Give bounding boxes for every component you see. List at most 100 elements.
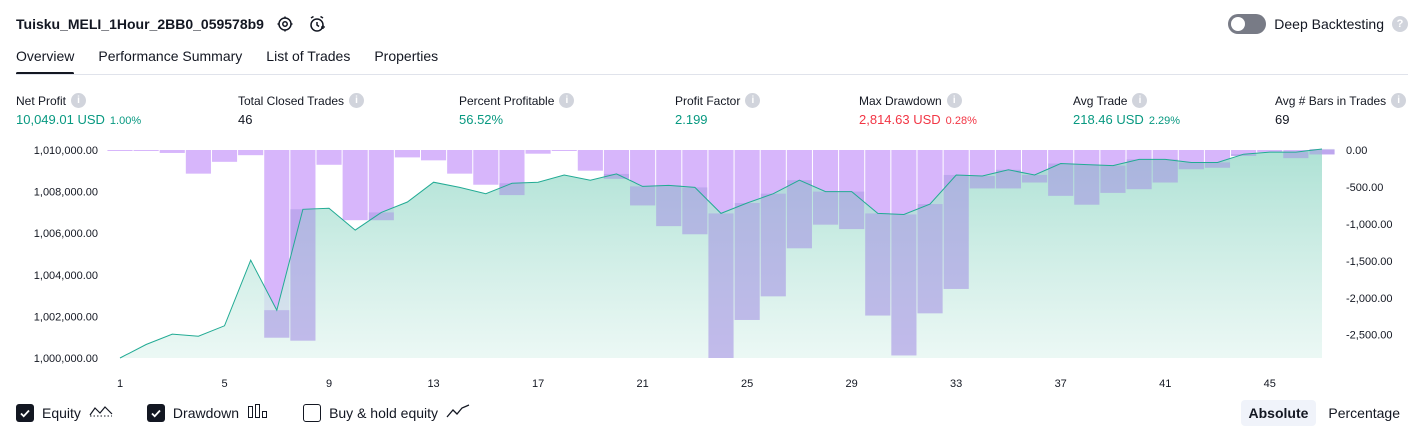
drawdown-bar	[525, 150, 551, 154]
drawdown-overlap	[786, 180, 812, 249]
absolute-button[interactable]: Absolute	[1240, 400, 1317, 426]
stat-label: Percent Profitable	[459, 93, 555, 108]
x-tick-label: 45	[1264, 378, 1276, 390]
percentage-button[interactable]: Percentage	[1328, 405, 1400, 421]
y-right-tick-label: -2,000.00	[1346, 293, 1392, 305]
stat-avg-trade: Avg Trade i 218.46 USD 2.29%	[1073, 93, 1180, 127]
tab-properties[interactable]: Properties	[374, 48, 439, 64]
drawdown-overlap	[656, 185, 682, 227]
drawdown-bar	[342, 150, 368, 221]
stat-profit-factor: Profit Factor i 2.199	[675, 93, 761, 127]
legend-label: Equity	[42, 404, 81, 421]
drawdown-bar	[159, 150, 185, 153]
stat-percent-profitable: Percent Profitable i 56.52%	[459, 93, 575, 127]
stat-label: Max Drawdown	[859, 93, 942, 108]
stat-label: Profit Factor	[675, 93, 741, 108]
strategy-header: Tuisku_MELI_1Hour_2BB0_059578b9	[16, 12, 328, 36]
drawdown-overlap	[682, 187, 708, 235]
equity-line	[119, 148, 1323, 359]
stat-max-drawdown: Max Drawdown i 2,814.63 USD 0.28%	[859, 93, 977, 127]
drawdown-overlap	[969, 176, 995, 189]
stat-value: 10,049.01 USD	[16, 112, 105, 127]
gear-icon[interactable]	[274, 13, 296, 35]
stat-sub: 2.29%	[1148, 115, 1181, 127]
drawdown-overlap	[1100, 165, 1126, 193]
drawdown-bar	[238, 150, 264, 156]
drawdown-overlap	[1178, 162, 1204, 170]
info-icon[interactable]: i	[946, 93, 962, 108]
legend-drawdown[interactable]: Drawdown	[146, 403, 269, 422]
drawdown-overlap	[264, 310, 290, 338]
tab-overview[interactable]: Overview	[16, 48, 75, 75]
stat-label: Avg Trade	[1073, 93, 1128, 108]
drawdown-overlap	[499, 183, 525, 196]
stat-total-closed-trades: Total Closed Trades i 46	[238, 93, 365, 127]
checkbox-checked-icon[interactable]	[146, 403, 165, 422]
info-icon[interactable]: i	[71, 93, 87, 108]
drawdown-overlap	[865, 213, 891, 316]
x-tick-label: 21	[636, 378, 648, 390]
drawdown-bar	[447, 150, 473, 174]
help-icon[interactable]: ?	[1392, 16, 1408, 32]
y-left-tick-label: 1,000,000.00	[34, 353, 98, 365]
drawdown-overlap	[760, 193, 786, 297]
drawdown-bar	[577, 150, 603, 171]
drawdown-overlap	[603, 173, 630, 179]
deep-backtesting-toggle[interactable]	[1228, 14, 1267, 34]
legend-equity[interactable]: Equity	[16, 403, 113, 422]
stat-value: 46	[238, 112, 253, 127]
y-left-tick-label: 1,004,000.00	[34, 270, 98, 282]
y-left-tick-label: 1,008,000.00	[34, 187, 98, 199]
stat-value: 218.46 USD	[1073, 112, 1144, 127]
checkbox-unchecked-icon[interactable]	[303, 403, 322, 422]
x-tick-label: 37	[1055, 378, 1067, 390]
checkbox-checked-icon[interactable]	[16, 403, 34, 422]
drawdown-overlap	[839, 191, 865, 230]
chart-legend: Equity Drawdown Buy & hold equity	[16, 403, 470, 422]
tab-bar: Overview Performance Summary List of Tra…	[16, 48, 439, 75]
stat-net-profit: Net Profit i 10,049.01 USD 1.00%	[16, 93, 141, 127]
drawdown-bar	[473, 150, 499, 185]
drawdown-bar	[1231, 150, 1257, 156]
drawdown-bar	[394, 150, 420, 158]
stat-value: 2,814.63 USD	[859, 112, 941, 127]
drawdown-overlap	[734, 203, 760, 320]
info-icon[interactable]: i	[745, 93, 761, 108]
drawdown-bar	[185, 150, 211, 174]
info-icon[interactable]: i	[1391, 93, 1407, 108]
alarm-clock-icon[interactable]	[306, 13, 328, 35]
info-icon[interactable]: i	[559, 93, 575, 108]
info-icon[interactable]: i	[349, 93, 365, 108]
tab-performance-summary[interactable]: Performance Summary	[98, 48, 243, 64]
drawdown-overlap	[891, 214, 917, 356]
x-tick-label: 1	[117, 378, 123, 390]
y-left-tick-label: 1,010,000.00	[34, 145, 98, 157]
drawdown-bar	[1257, 150, 1283, 153]
x-tick-label: 29	[846, 378, 858, 390]
buy-hold-line-icon	[446, 403, 470, 422]
drawdown-overlap	[917, 204, 943, 314]
y-right-tick-label: -2,500.00	[1346, 330, 1392, 342]
drawdown-bars-icon	[247, 403, 269, 422]
legend-buy-hold-equity[interactable]: Buy & hold equity	[303, 403, 470, 422]
strategy-name: Tuisku_MELI_1Hour_2BB0_059578b9	[16, 16, 264, 32]
drawdown-overlap	[1231, 154, 1257, 156]
y-left-tick-label: 1,002,000.00	[34, 311, 98, 323]
drawdown-overlap	[368, 212, 394, 221]
x-tick-label: 41	[1159, 378, 1171, 390]
drawdown-overlap	[1048, 163, 1074, 196]
toggle-knob	[1231, 17, 1246, 31]
stats-row: Net Profit i 10,049.01 USD 1.00% Total Clo…	[16, 93, 1408, 133]
drawdown-overlap	[1204, 162, 1231, 168]
equity-line-icon	[89, 403, 113, 422]
x-tick-label: 13	[427, 378, 439, 390]
drawdown-overlap	[1022, 174, 1048, 183]
drawdown-overlap	[1309, 148, 1335, 155]
deep-backtesting-label: Deep Backtesting	[1274, 16, 1384, 32]
tab-list-of-trades[interactable]: List of Trades	[266, 48, 351, 64]
drawdown-bar	[368, 150, 394, 221]
drawdown-overlap	[1283, 152, 1309, 159]
drawdown-overlap	[995, 169, 1021, 189]
info-icon[interactable]: i	[1132, 93, 1148, 108]
drawdown-overlap	[290, 209, 316, 341]
